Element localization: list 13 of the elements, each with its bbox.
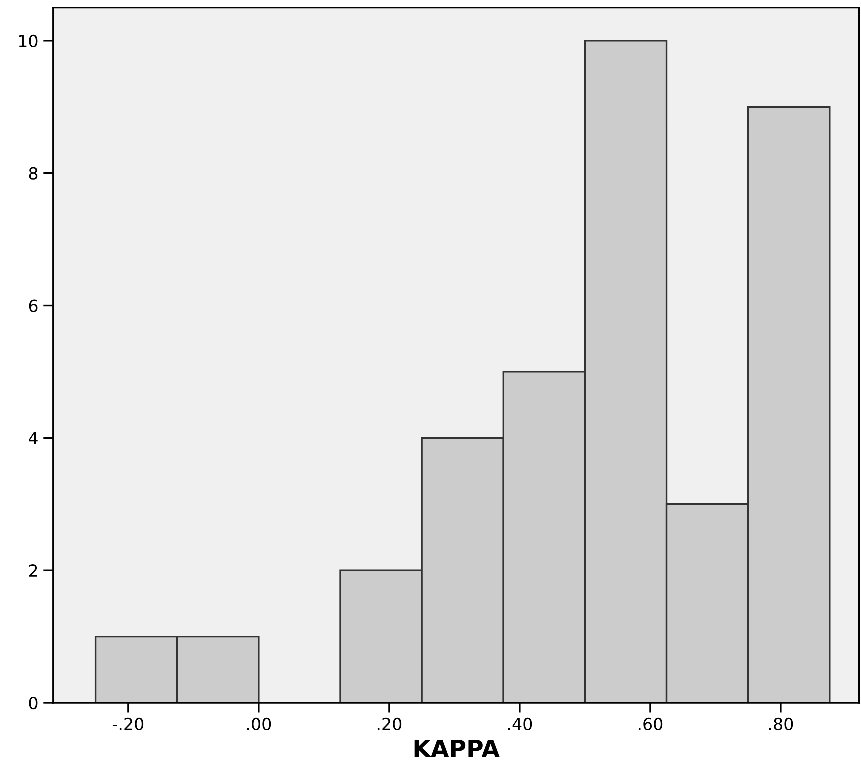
x-tick-label: .00: [247, 718, 272, 730]
x-tick-label: .60: [638, 718, 663, 730]
y-tick-label: 6: [29, 300, 38, 312]
y-tick-label: 2: [29, 564, 38, 577]
x-axis-title: KAPPA: [414, 740, 500, 758]
x-tick-label: .20: [378, 718, 402, 730]
x-tick-label: .40: [508, 718, 532, 730]
x-tick-label: -.20: [112, 718, 144, 730]
x-tick-label: .80: [770, 718, 794, 730]
y-tick-label: 0: [29, 696, 38, 710]
y-tick-label: 4: [29, 432, 38, 445]
y-tick-label: 10: [19, 34, 38, 48]
y-tick-label: 8: [29, 167, 38, 180]
